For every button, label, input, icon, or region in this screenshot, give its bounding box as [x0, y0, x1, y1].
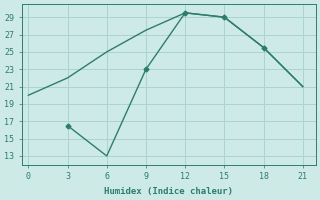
X-axis label: Humidex (Indice chaleur): Humidex (Indice chaleur) [104, 187, 233, 196]
